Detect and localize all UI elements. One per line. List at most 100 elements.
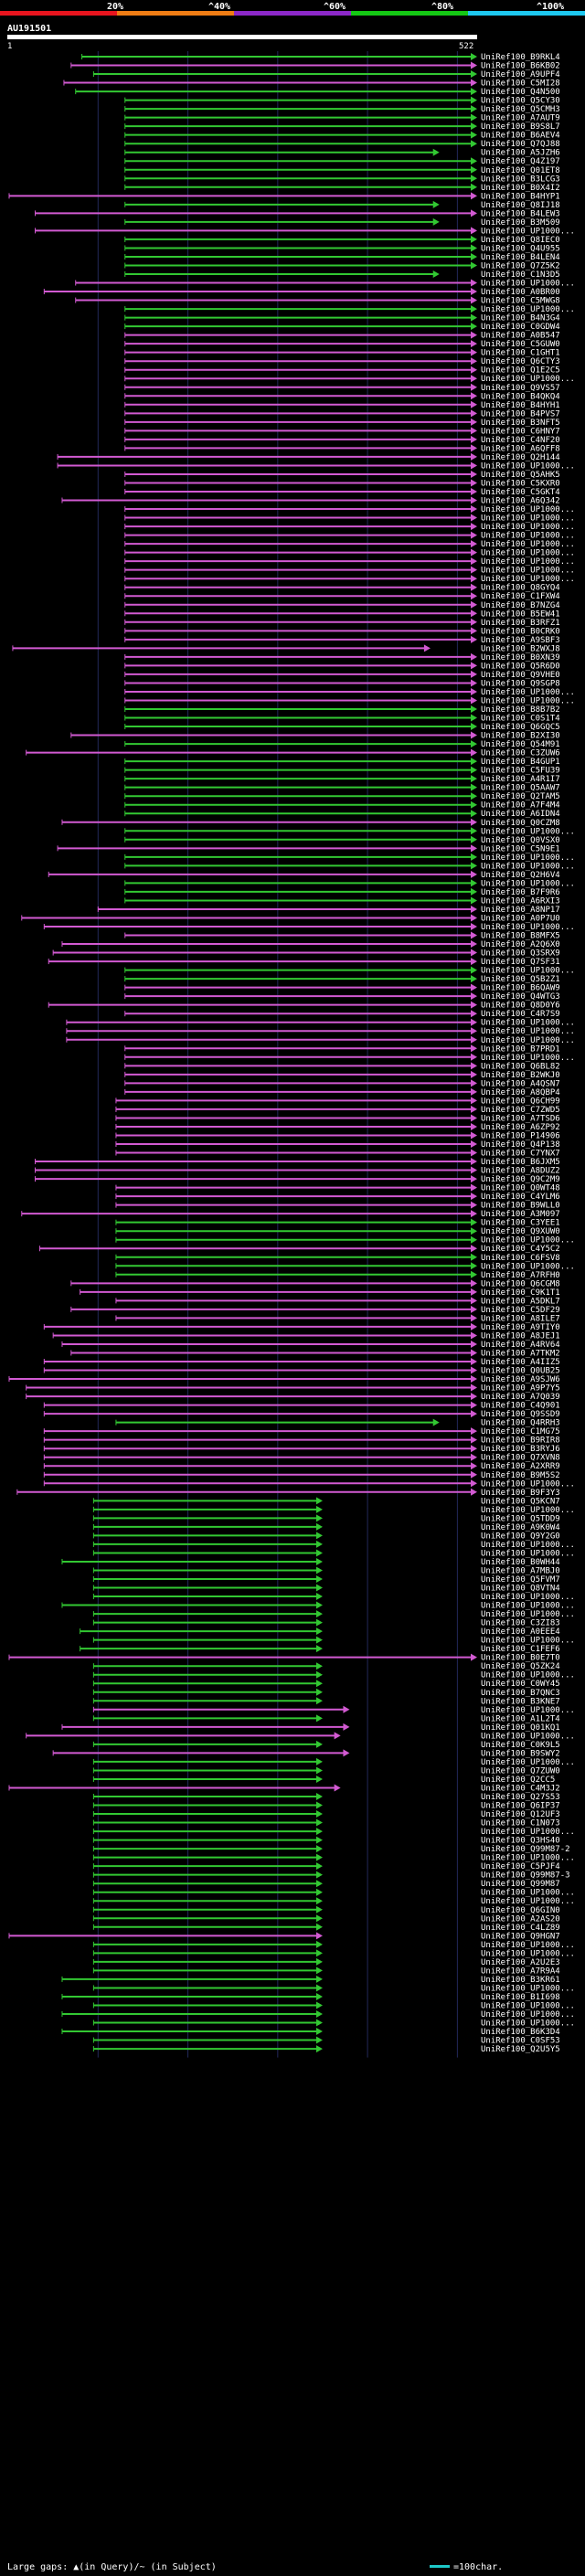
hit-arrow [315,1593,323,1601]
hit-row: UniRef100_Q5CY30 [124,96,560,106]
hit-label: UniRef100_Q5B2Z1 [481,975,560,984]
hit-label: UniRef100_A8QBP4 [481,1088,560,1097]
hit-label: UniRef100_A0P7U0 [481,914,560,923]
hit-arrow [471,227,477,235]
hit-row: UniRef100_Q7ZUW0 [92,1766,560,1776]
hit-arrow [471,705,477,713]
hit-label: UniRef100_Q2U5Y5 [481,2045,560,2054]
hit-label: UniRef100_UP1000... [481,827,575,836]
hit-arrow [471,723,477,731]
hit-label: UniRef100_Q01KQ1 [481,1723,560,1733]
hit-row: UniRef100_UP1000... [115,1262,575,1271]
hit-label: UniRef100_Q7XVN8 [481,1454,560,1463]
hit-row: UniRef100_A1L2T4 [92,1714,560,1723]
hit-arrow [471,1010,477,1018]
hit-label: UniRef100_Q9SGP8 [481,679,560,688]
hit-row: UniRef100_B6AEV4 [124,131,560,141]
hit-row: UniRef100_Q54M91 [124,740,560,749]
hit-label: UniRef100_B2XI30 [481,732,560,741]
hit-row: UniRef100_Q8IJ18 [124,200,560,210]
hit-row: UniRef100_Q3HS40 [92,1836,560,1846]
hit-arrow [315,1584,323,1592]
hit-arrow [315,1940,323,1948]
hit-row: UniRef100_Q4WTG3 [124,992,560,1002]
hit-arrow [315,1975,323,1983]
hit-arrow [471,1175,477,1183]
hit-row: UniRef100_A0B547 [124,331,560,341]
hit-label: UniRef100_C5N9E1 [481,844,560,853]
hit-row: UniRef100_UP1000... [92,1670,575,1680]
hit-row: UniRef100_UP1000... [124,514,575,524]
hit-label: UniRef100_C5KXR0 [481,479,560,488]
hit-label: UniRef100_B3RYJ6 [481,1445,560,1454]
hit-label: UniRef100_A7F4M4 [481,801,560,811]
hit-row: UniRef100_C5N9E1 [57,844,560,853]
hit-label: UniRef100_B0X4I2 [481,184,560,193]
hit-arrow [315,1845,323,1853]
hit-arrow [471,514,477,522]
hit-arrow [471,1253,477,1261]
hit-row: UniRef100_Q5FVM7 [92,1575,560,1585]
hit-label: UniRef100_C4Q901 [481,1402,560,1411]
hit-arrow [471,105,477,113]
hit-label: UniRef100_A9SJW6 [481,1375,560,1384]
hit-arrow [315,2036,323,2044]
hit-row: UniRef100_C1MG75 [43,1427,560,1436]
hit-arrow [315,1618,323,1627]
hit-label: UniRef100_Q3SRX9 [481,949,560,959]
hit-arrow [471,652,477,661]
hit-arrow [315,1505,323,1513]
hit-label: UniRef100_B4PVS7 [481,409,560,419]
hit-label: UniRef100_B4GUP1 [481,758,560,767]
hit-arrow [471,1035,477,1044]
hit-row: UniRef100_B9S8L7 [124,122,560,132]
hit-row: UniRef100_UP1000... [124,687,575,697]
hit-row: UniRef100_B3KNE7 [92,1697,560,1706]
hit-label: UniRef100_UP1000... [481,1671,575,1680]
hit-arrow [315,1540,323,1548]
hit-row: UniRef100_Q9Y2G0 [92,1532,560,1541]
hit-row: UniRef100_UP1000... [92,1828,575,1837]
hit-label: UniRef100_Q6GIN0 [481,1906,560,1915]
hit-arrow [471,1453,477,1461]
hit-label: UniRef100_A6QFF8 [481,444,560,453]
hit-arrow [315,1949,323,1957]
hit-arrow [471,592,477,600]
hit-label: UniRef100_UP1000... [481,696,575,705]
hit-label: UniRef100_Q5ZK24 [481,1662,560,1671]
hit-arrow [471,1210,477,1218]
hit-label: UniRef100_UP1000... [481,688,575,697]
tick-label-60: ^60% [324,2,346,12]
hit-label: UniRef100_Q9SSD9 [481,1410,560,1419]
hit-row: UniRef100_Q5TDD9 [92,1514,560,1523]
hit-row: UniRef100_B2WXJ8 [12,644,560,653]
hit-row: UniRef100_UP1000... [124,879,575,888]
hit-row: UniRef100_C4LZ89 [92,1923,560,1933]
gaps-legend: Large gaps: ▲(in Query)/~ (in Subject) [7,2562,217,2572]
hit-label: UniRef100_C3ZUW6 [481,749,560,758]
hit-arrow [315,1566,323,1574]
hit-row: UniRef100_Q0VSX0 [124,835,560,845]
hit-label: UniRef100_Q2CC5 [481,1776,555,1785]
hit-label: UniRef100_A4RV64 [481,1341,560,1350]
hit-arrow [315,1688,323,1696]
hit-row: UniRef100_UP1000... [92,1610,575,1619]
hit-label: UniRef100_UP1000... [481,1949,575,1958]
hit-label: UniRef100_B0XN39 [481,653,560,663]
hit-row: UniRef100_A9UPF4 [92,70,560,80]
hit-label: UniRef100_Q9VS57 [481,384,560,393]
hit-label: UniRef100_UP1000... [481,1610,575,1619]
hit-arrow [315,1514,323,1522]
hit-label: UniRef100_UP1000... [481,540,575,549]
hit-label: UniRef100_Q5CY30 [481,97,560,106]
hit-arrow [471,844,477,853]
hit-label: UniRef100_Q6IP37 [481,1802,560,1811]
hit-row: UniRef100_B6JXM5 [34,1158,560,1167]
hit-label: UniRef100_Q9Y2G0 [481,1532,560,1541]
hit-row: UniRef100_A8JEJ1 [52,1331,560,1341]
hit-row: UniRef100_Q8IEC0 [124,235,560,245]
hit-row: UniRef100_Q9VHE0 [124,670,560,680]
hit-arrow [471,375,477,383]
hit-row: UniRef100_A5JZH6 [124,148,560,158]
hit-arrow [471,992,477,1001]
